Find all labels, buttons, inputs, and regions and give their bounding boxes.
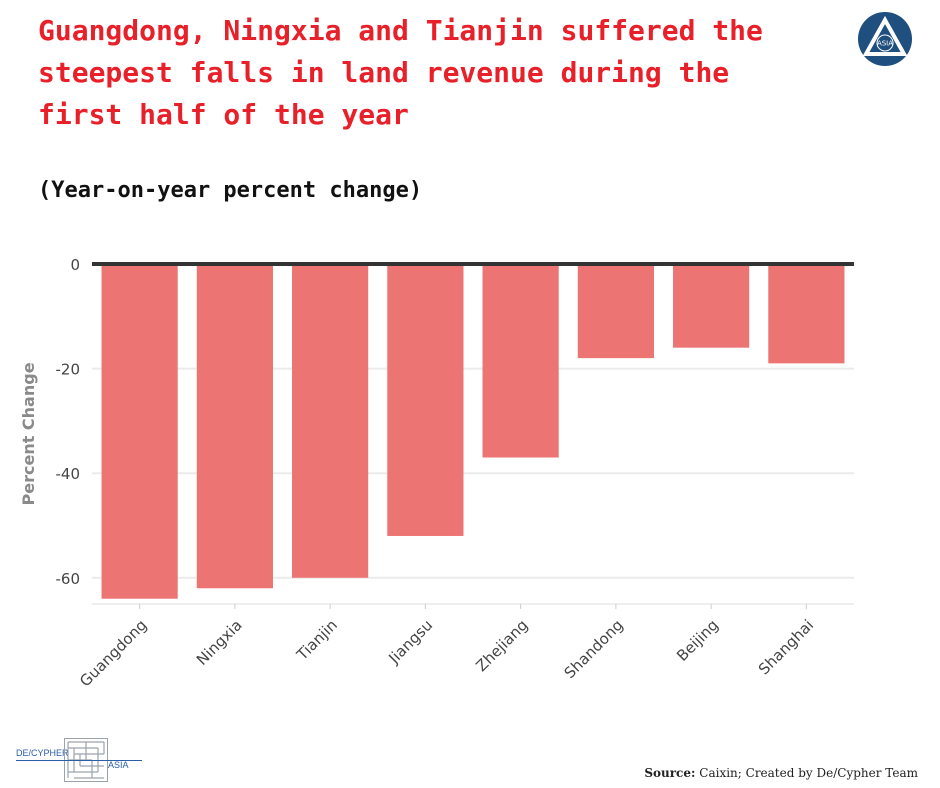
logo-text-left: DE/CYPHER	[16, 748, 69, 758]
y-tick-label: -40	[56, 465, 81, 483]
logo-text-right: ASIA	[108, 760, 129, 770]
x-tick-label: Shanghai	[755, 616, 817, 678]
x-ticks: Guangdong Ningxia Tianjin Jiangsu Zhejiang Sh…	[76, 603, 817, 690]
y-axis-label: Percent Change	[19, 362, 38, 505]
y-tick-label: -20	[56, 361, 81, 379]
y-tick-label: -60	[56, 570, 81, 588]
y-tick-label: 0	[70, 256, 80, 274]
bar-shandong	[577, 264, 654, 359]
x-tick-label: Jiangsu	[384, 616, 436, 668]
bar-ningxia	[196, 264, 273, 589]
maze-logo-icon	[64, 738, 108, 786]
x-tick-label: Ningxia	[193, 616, 246, 669]
bars	[101, 264, 845, 599]
bar-shanghai	[768, 264, 845, 364]
chart-title: Guangdong, Ningxia and Tianjin suffered …	[38, 14, 763, 131]
bar-beijing	[673, 264, 750, 348]
x-tick-label: Guangdong	[76, 616, 150, 690]
x-tick-label: Zhejiang	[472, 616, 531, 675]
logo-top-text: ASIA	[877, 40, 893, 48]
asia-logo-icon: ASIA	[854, 10, 916, 68]
x-tick-label: Shandong	[561, 616, 627, 682]
chart-subtitle: (Year-on-year percent change)	[38, 178, 423, 203]
bar-zhejiang	[482, 264, 559, 458]
bar-chart: 0 -20 -40 -60 Guangdong Ningxia Tianjin Jiangs…	[19, 256, 854, 690]
y-ticks: 0 -20 -40 -60	[56, 256, 81, 588]
bar-tianjin	[292, 264, 369, 578]
bar-jiangsu	[387, 264, 464, 536]
source-text: Caixin; Created by De/Cypher Team	[699, 766, 918, 780]
x-tick-label: Tianjin	[293, 616, 341, 664]
x-tick-label: Beijing	[673, 616, 722, 665]
source-label: Source:	[644, 766, 696, 780]
source-note: Source: Caixin; Created by De/Cypher Tea…	[644, 766, 918, 780]
bar-guangdong	[101, 264, 178, 599]
decypher-logo: DE/CYPHER ASIA	[16, 738, 146, 784]
